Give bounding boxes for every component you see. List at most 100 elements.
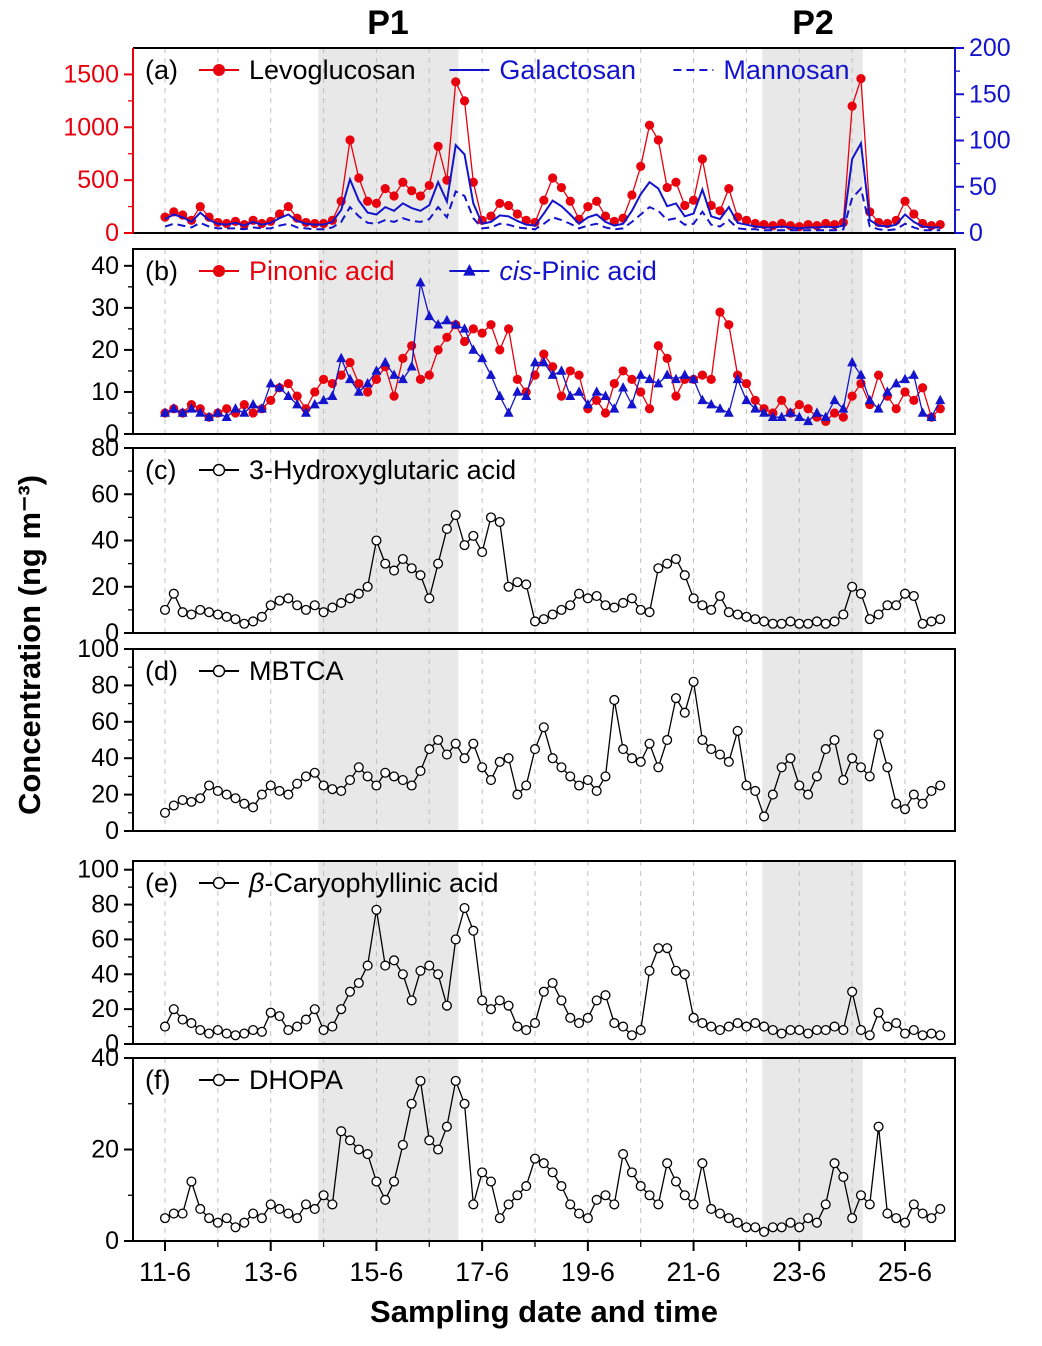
data-point [741, 215, 752, 225]
data-point [609, 1199, 620, 1210]
data-point [715, 403, 726, 413]
data-point [574, 780, 585, 791]
data-point [935, 404, 945, 414]
data-point [222, 404, 232, 414]
data-point [732, 725, 743, 736]
shaded-period-p2 [762, 861, 863, 1044]
y-tick-label: 60 [91, 708, 119, 736]
data-point [609, 378, 619, 389]
data-point [873, 1007, 884, 1018]
y-tick-label: 30 [91, 294, 119, 322]
data-point [750, 1018, 761, 1029]
series-line-galactosan [164, 140, 941, 230]
data-point [159, 1021, 171, 1032]
y-tick-label: 80 [91, 434, 119, 462]
panel-frame [132, 860, 956, 1045]
y-tick-label: 20 [91, 336, 119, 364]
data-point [688, 1199, 699, 1210]
data-point [670, 965, 682, 976]
data-point [248, 398, 259, 409]
data-point [371, 374, 382, 384]
data-point [424, 744, 435, 755]
panel-letter: (e) [145, 868, 178, 898]
data-point [371, 780, 382, 791]
data-point [556, 995, 567, 1006]
data-point [521, 215, 531, 225]
data-point [521, 780, 532, 791]
data-point [635, 604, 646, 615]
data-point [221, 789, 232, 800]
data-point [635, 756, 646, 767]
data-point [574, 370, 584, 380]
data-point [723, 1213, 734, 1224]
legend-marker [212, 463, 226, 477]
data-point [300, 1199, 312, 1210]
data-point [794, 411, 805, 421]
data-point [891, 600, 902, 611]
data-point [362, 771, 373, 782]
data-point [723, 407, 734, 417]
data-point [327, 602, 338, 613]
data-point [662, 558, 673, 569]
data-point [221, 1213, 232, 1224]
data-point [688, 373, 699, 384]
shaded-period-p2 [762, 448, 863, 633]
data-point [600, 408, 611, 418]
data-point [203, 1028, 215, 1039]
legend-marker [212, 1073, 226, 1087]
data-point [908, 1025, 919, 1036]
y-tick-label: 40 [91, 744, 119, 772]
data-point [794, 399, 804, 410]
data-point [873, 609, 884, 620]
data-point [670, 373, 681, 384]
y-tick-label: 1000 [63, 113, 119, 141]
data-point [265, 377, 276, 388]
data-point [803, 1213, 814, 1224]
data-point [618, 382, 629, 392]
data-point [230, 1030, 241, 1041]
data-point [248, 616, 259, 627]
data-point [424, 310, 435, 321]
data-point [380, 767, 391, 778]
data-point [653, 563, 664, 574]
series-pinonic-acid [160, 307, 945, 426]
data-point [380, 960, 391, 971]
y-tick-label: 20 [91, 573, 119, 601]
data-point [221, 1028, 232, 1039]
data-point [274, 785, 285, 797]
data-point [389, 191, 399, 201]
data-point [767, 789, 778, 800]
data-point [459, 903, 470, 914]
data-point [380, 184, 390, 194]
data-point [468, 177, 478, 187]
data-point [309, 767, 320, 778]
data-point [591, 995, 602, 1006]
data-point [750, 614, 761, 625]
data-point [292, 398, 303, 409]
y-tick-label: 0 [105, 817, 119, 845]
legend-label-cis-pinic-acid: cis-Pinic acid [499, 256, 657, 286]
data-point [212, 609, 223, 620]
data-point [908, 1199, 919, 1210]
data-point [873, 403, 884, 413]
data-point [644, 120, 655, 130]
data-point [882, 1021, 893, 1032]
data-point [195, 407, 206, 417]
data-point [363, 196, 373, 206]
data-point [671, 177, 681, 187]
data-point [820, 1199, 831, 1210]
legend-label-mbtca: MBTCA [249, 656, 344, 686]
data-point [441, 314, 452, 325]
data-point [670, 1176, 682, 1187]
data-point [688, 1012, 699, 1023]
data-point [424, 1135, 435, 1146]
y-tick-label: 0 [105, 219, 119, 247]
data-point [230, 403, 241, 413]
series-mbtca [159, 676, 946, 822]
data-point [212, 1217, 223, 1228]
data-point [785, 1217, 796, 1228]
data-point [565, 1012, 576, 1023]
data-point [582, 398, 593, 409]
y-tick-label: 100 [77, 635, 119, 663]
data-point [547, 369, 558, 379]
